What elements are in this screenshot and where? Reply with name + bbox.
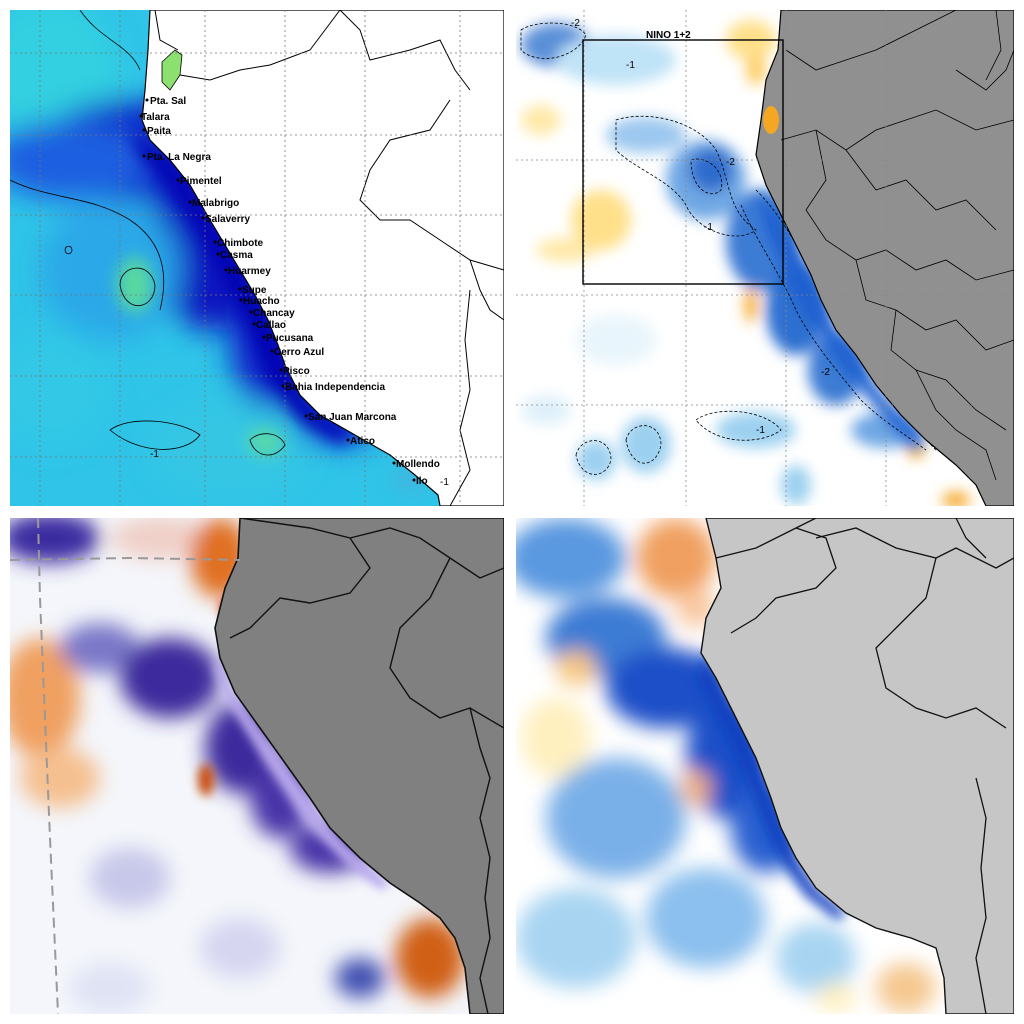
panel-bottom-right-anomaly-map xyxy=(516,518,1014,1014)
contour-label: -2 xyxy=(571,18,580,29)
place-label: Supe xyxy=(242,285,267,296)
nino-region-label: NINO 1+2 xyxy=(646,30,691,41)
place-label: Malabrigo xyxy=(192,198,239,209)
place-label: Talara xyxy=(141,112,170,123)
anomaly-map-purple xyxy=(10,518,504,1014)
place-label: Chimbote xyxy=(217,238,264,249)
warm-anomaly xyxy=(763,106,779,134)
place-label: Bahia Independencia xyxy=(285,382,385,393)
panel-bottom-left-anomaly-map xyxy=(10,518,504,1014)
contour-label: -1 xyxy=(756,425,765,436)
place-label: Pimentel xyxy=(180,176,222,187)
place-label: Paita xyxy=(147,126,171,137)
contour-label: -1 xyxy=(626,60,635,71)
place-label: Pucusana xyxy=(266,333,314,344)
place-label: Mollendo xyxy=(396,459,440,470)
land-mass xyxy=(700,518,1014,1014)
contour-label: -2 xyxy=(821,367,830,378)
place-label: Chancay xyxy=(253,308,295,319)
dashed-boundary xyxy=(37,518,59,1014)
place-label: Salaverry xyxy=(205,214,250,225)
place-label: Pta. La Negra xyxy=(147,152,211,163)
place-label: Cerro Azul xyxy=(274,347,324,358)
place-label: Ilo xyxy=(416,476,428,487)
anomaly-map-blue xyxy=(516,518,1014,1014)
place-label: Casma xyxy=(220,250,253,261)
contour-label: -2 xyxy=(726,157,735,168)
land-mass xyxy=(755,10,1014,506)
land-mass xyxy=(214,518,504,1014)
panel-top-right-sst-anomaly: NINO 1+2 -2 -1 -2 -1 -2 -1 xyxy=(516,10,1014,506)
place-label: Callao xyxy=(256,320,286,331)
sst-anomaly-map: NINO 1+2 -2 -1 -2 -1 -2 -1 xyxy=(516,10,1014,506)
panel-top-left-sst-map: -1 -1 Pta. Sal Talara Paita Pta. La Negr… xyxy=(10,10,504,506)
sst-map-peru-coast: -1 -1 Pta. Sal Talara Paita Pta. La Negr… xyxy=(10,10,504,506)
contour-label: -1 xyxy=(440,477,449,488)
place-label: Huarmey xyxy=(228,266,271,277)
place-label: Huacho xyxy=(243,296,280,307)
place-label: Atico xyxy=(350,436,375,447)
place-label: Pta. Sal xyxy=(150,96,186,107)
contour-label: -1 xyxy=(150,449,159,460)
nino-region-box xyxy=(582,39,784,285)
place-label: Pisco xyxy=(283,366,310,377)
contour-label: -1 xyxy=(704,222,713,233)
place-label: San Juan Marcona xyxy=(308,412,397,423)
